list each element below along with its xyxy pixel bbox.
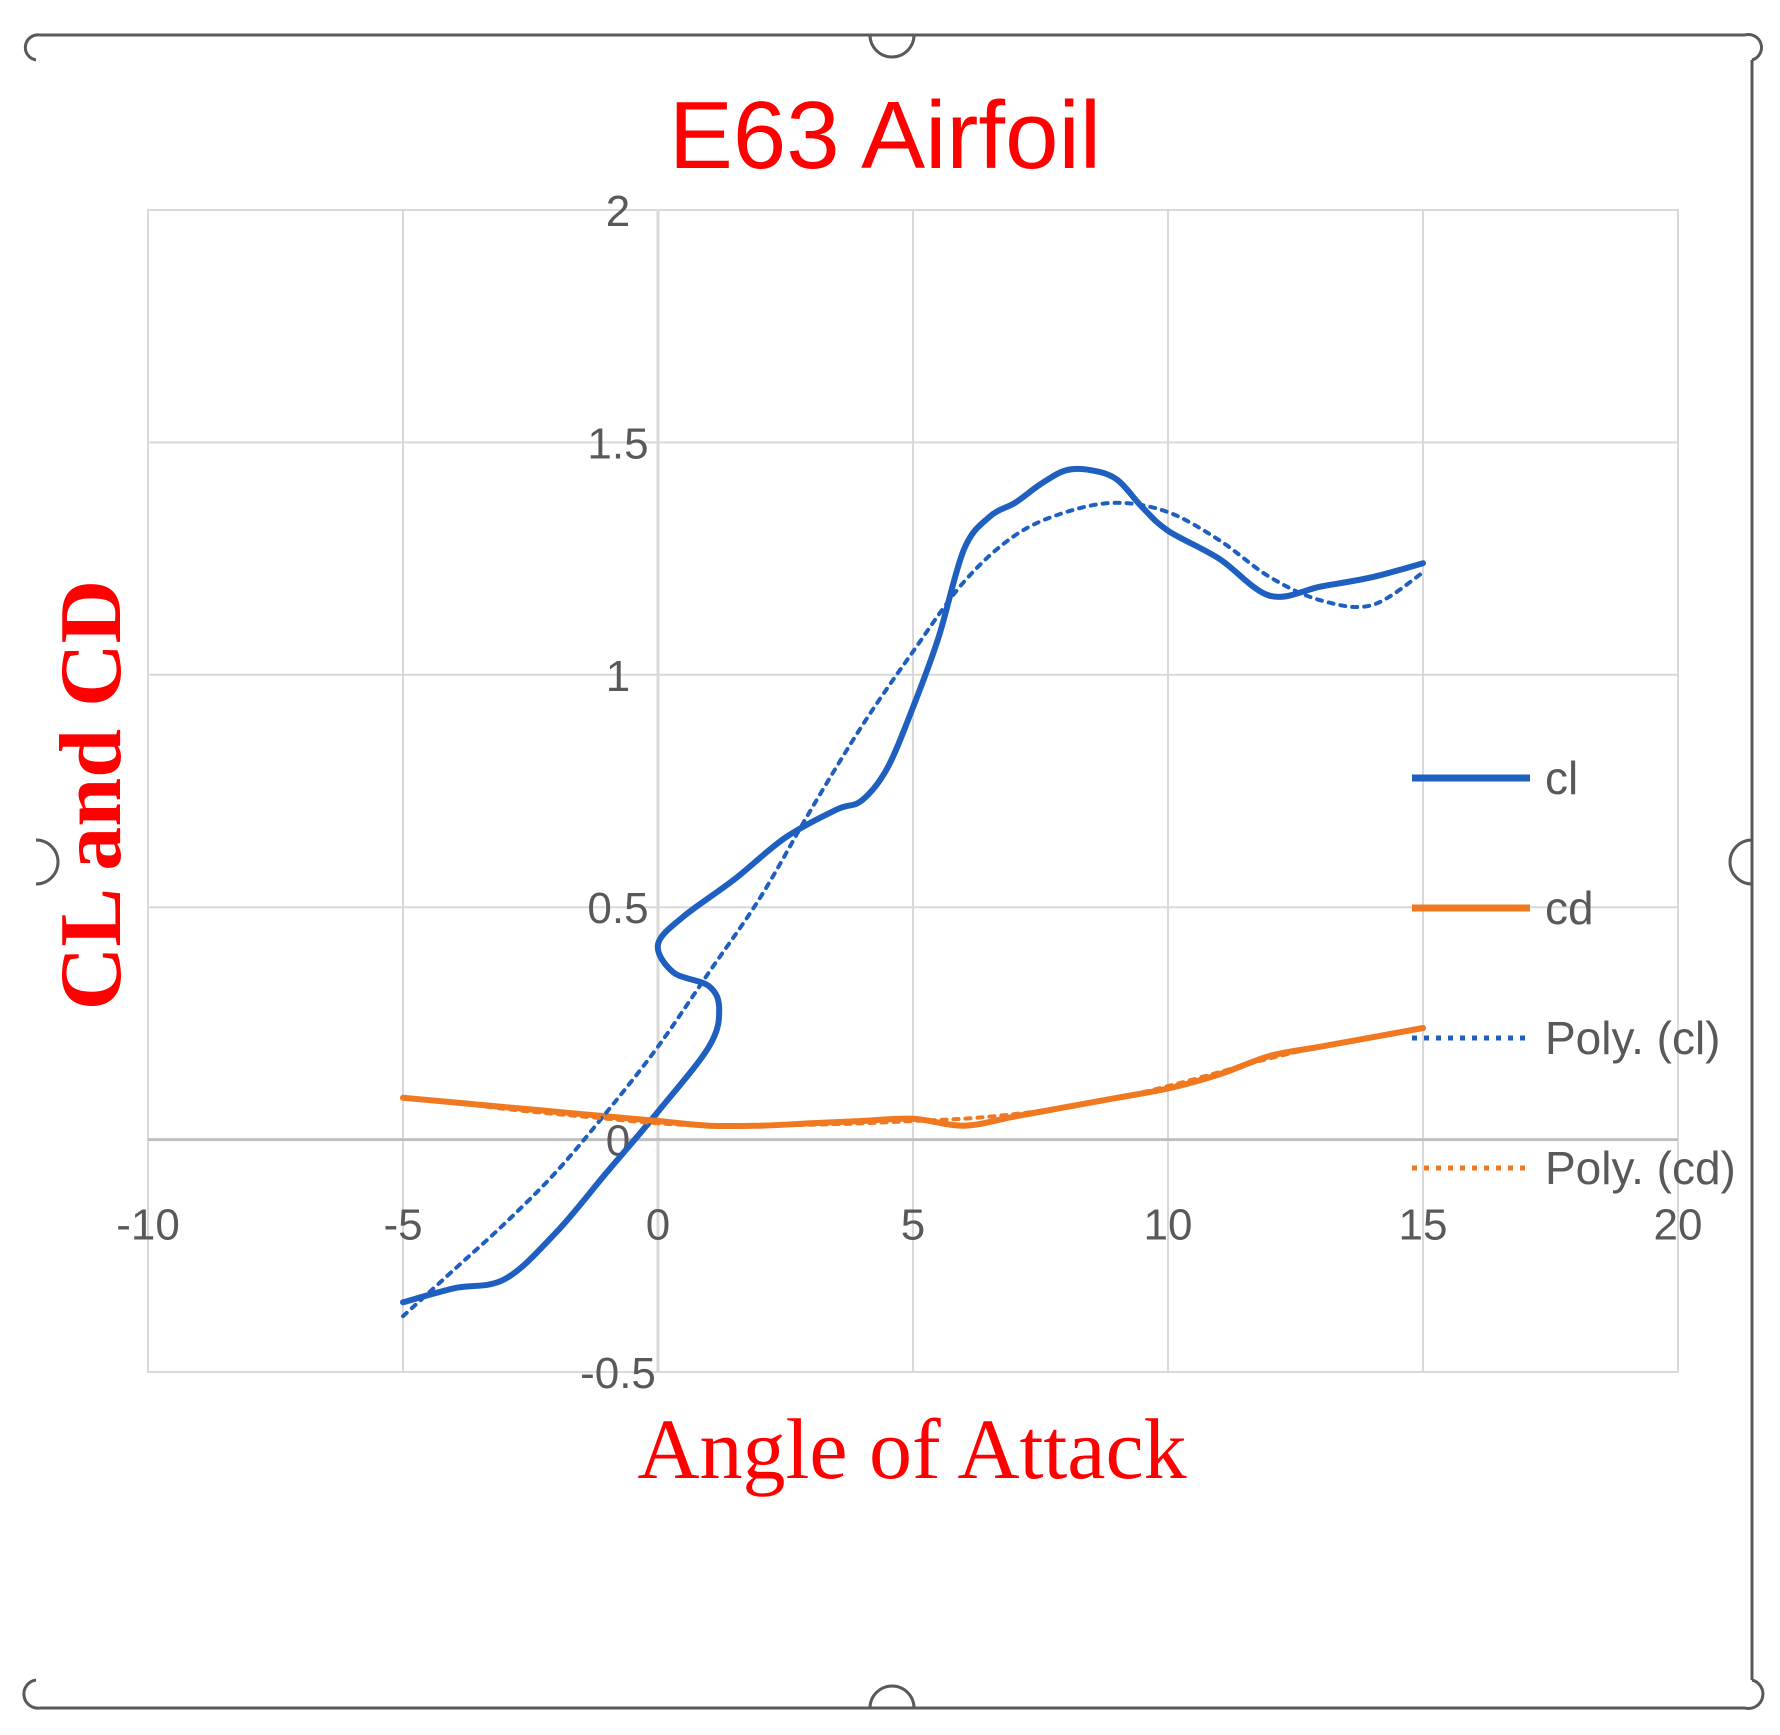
legend-label-cd: cd (1545, 882, 1594, 934)
resize-handle-top-left[interactable] (23, 33, 41, 62)
resize-handle-bottom-left[interactable] (22, 1678, 41, 1710)
series-line-poly-cl (401, 500, 1425, 1319)
y-tick-labels: 21.510.50-0.5 (580, 187, 656, 1398)
legend-label-cl: cl (1545, 752, 1578, 804)
x-tick-label-0: -10 (116, 1201, 180, 1250)
resize-handle-left[interactable] (35, 838, 60, 886)
resize-handle-right[interactable] (1728, 838, 1753, 886)
x-tick-label-1: -5 (383, 1201, 422, 1250)
chart-title: E63 Airfoil (669, 82, 1101, 189)
legend: cl cd Poly. (cl) Poly. (cd) (1412, 752, 1736, 1194)
gridlines (147, 209, 1679, 1373)
resize-handle-top[interactable] (868, 34, 916, 59)
y-tick-label-2: 1 (606, 652, 630, 701)
y-tick-label-5: -0.5 (580, 1349, 656, 1398)
resize-handle-top-right[interactable] (1744, 33, 1763, 62)
chart-frame (22, 33, 1765, 1710)
series-line-cl (400, 465, 1426, 1306)
x-axis-title: Angle of Attack (637, 1401, 1186, 1497)
resize-handle-bottom-right[interactable] (1744, 1678, 1765, 1710)
resize-handle-bottom[interactable] (868, 1684, 916, 1709)
x-tick-label-4: 10 (1144, 1201, 1193, 1250)
y-tick-label-3: 0.5 (587, 884, 648, 933)
x-tick-label-2: 0 (646, 1201, 670, 1250)
series-layer (400, 465, 1426, 1319)
y-axis-title: CL and CD (43, 580, 140, 1010)
x-tick-label-5: 15 (1399, 1201, 1448, 1250)
legend-label-poly-cl: Poly. (cl) (1545, 1012, 1721, 1064)
legend-label-poly-cd: Poly. (cd) (1545, 1142, 1736, 1194)
y-tick-label-1: 1.5 (587, 419, 648, 468)
series-line-poly-cd (401, 1026, 1425, 1128)
x-tick-label-6: 20 (1654, 1201, 1703, 1250)
y-tick-label-0: 2 (606, 187, 630, 236)
x-tick-label-3: 5 (901, 1201, 925, 1250)
plot-area (147, 209, 1679, 1373)
x-tick-labels: -10 -5 0 5 10 15 20 (116, 1201, 1702, 1250)
series-line-cd (400, 1025, 1426, 1130)
